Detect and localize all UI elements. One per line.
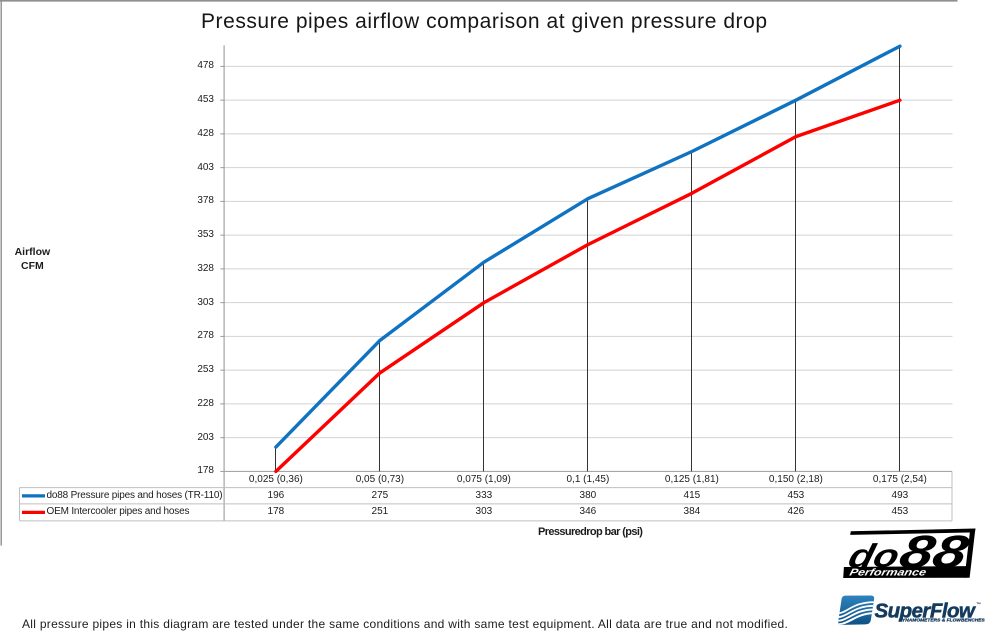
svg-text:do: do	[845, 537, 903, 574]
svg-text:SuperFlow: SuperFlow	[875, 600, 977, 623]
svg-text:DYNAMOMETERS & FLOWBENCHES: DYNAMOMETERS & FLOWBENCHES	[899, 618, 986, 624]
svg-text:™: ™	[976, 602, 981, 608]
svg-text:Performance: Performance	[848, 568, 928, 578]
svg-text:88: 88	[895, 526, 974, 577]
